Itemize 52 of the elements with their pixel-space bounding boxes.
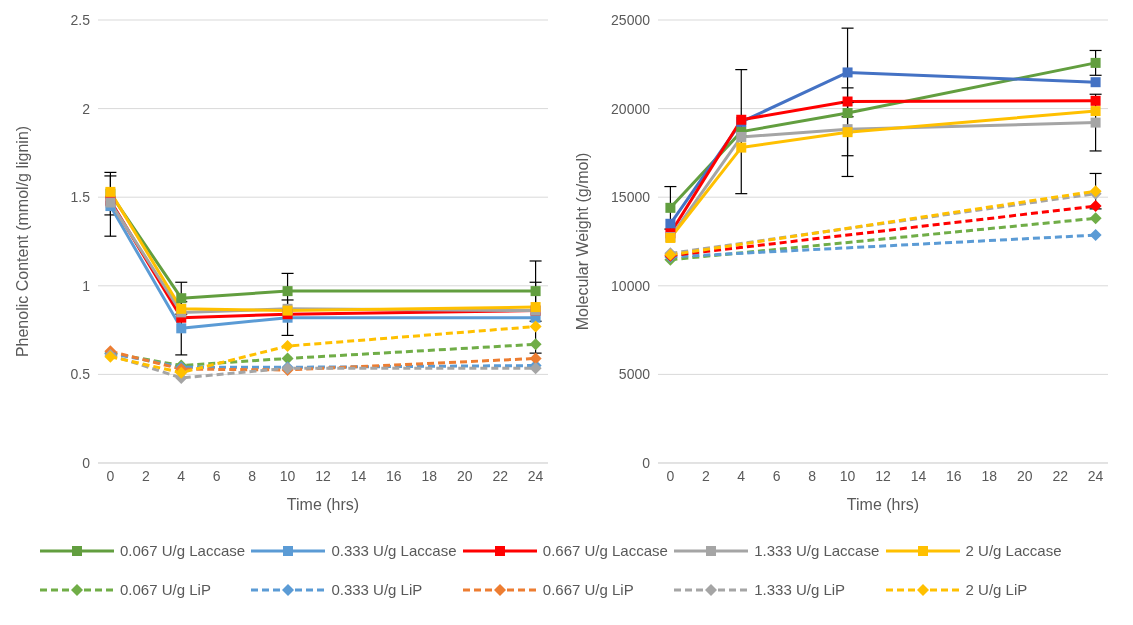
y-axis-title: Molecular Weight (g/mol) bbox=[573, 152, 591, 331]
x-tick-label: 12 bbox=[875, 467, 891, 484]
y-tick-label: 0 bbox=[642, 454, 651, 471]
legend-label: 0.333 U/g Laccase bbox=[331, 542, 457, 559]
y-axis-title: Phenolic Content (mmol/g lignin) bbox=[13, 125, 31, 358]
x-axis-title: Time (hrs) bbox=[286, 496, 360, 513]
y-tick-label: 25000 bbox=[611, 11, 651, 28]
y-tick-label: 2 bbox=[82, 100, 91, 117]
y-tick-label: 5000 bbox=[618, 366, 651, 383]
x-tick-label: 24 bbox=[1087, 467, 1104, 484]
x-tick-label: 10 bbox=[839, 467, 856, 484]
x-tick-label: 12 bbox=[315, 467, 331, 484]
x-tick-label: 8 bbox=[248, 467, 257, 484]
y-tick-label: 0 bbox=[82, 454, 91, 471]
x-tick-label: 22 bbox=[1052, 467, 1069, 484]
x-tick-label: 6 bbox=[772, 467, 781, 484]
y-tick-label: 15000 bbox=[611, 189, 651, 206]
y-tick-label: 1 bbox=[82, 277, 91, 294]
x-tick-label: 16 bbox=[386, 467, 402, 484]
legend-label: 1.333 U/g Laccase bbox=[754, 542, 880, 559]
x-tick-label: 4 bbox=[737, 467, 746, 484]
legend-label: 1.333 U/g LiP bbox=[754, 581, 846, 598]
legend-label: 0.667 U/g Laccase bbox=[542, 542, 668, 559]
x-tick-label: 22 bbox=[492, 467, 509, 484]
x-tick-label: 18 bbox=[421, 467, 438, 484]
legend-label: 0.067 U/g LiP bbox=[120, 581, 211, 598]
x-tick-label: 8 bbox=[808, 467, 817, 484]
y-tick-label: 2.5 bbox=[70, 11, 91, 28]
x-tick-label: 14 bbox=[910, 467, 927, 484]
x-axis-title: Time (hrs) bbox=[846, 496, 920, 513]
y-tick-label: 10000 bbox=[611, 277, 651, 294]
y-tick-label: 20000 bbox=[611, 100, 651, 117]
x-tick-label: 4 bbox=[177, 467, 186, 484]
legend-label: 2 U/g LiP bbox=[965, 581, 1028, 598]
x-tick-label: 10 bbox=[279, 467, 296, 484]
legend-label: 0.667 U/g LiP bbox=[542, 581, 634, 598]
x-tick-label: 18 bbox=[981, 467, 998, 484]
x-tick-label: 20 bbox=[456, 467, 473, 484]
legend-label: 0.067 U/g Laccase bbox=[120, 542, 246, 559]
x-tick-label: 0 bbox=[106, 467, 115, 484]
y-tick-label: 1.5 bbox=[70, 189, 91, 206]
x-tick-label: 2 bbox=[141, 467, 150, 484]
x-tick-label: 20 bbox=[1016, 467, 1033, 484]
legend-label: 0.333 U/g LiP bbox=[331, 581, 423, 598]
x-tick-label: 16 bbox=[946, 467, 962, 484]
x-tick-label: 0 bbox=[666, 467, 675, 484]
x-tick-label: 6 bbox=[212, 467, 221, 484]
x-tick-label: 2 bbox=[701, 467, 710, 484]
x-tick-label: 14 bbox=[350, 467, 367, 484]
legend-label: 2 U/g Laccase bbox=[965, 542, 1062, 559]
x-tick-label: 24 bbox=[527, 467, 544, 484]
y-tick-label: 0.5 bbox=[70, 366, 91, 383]
